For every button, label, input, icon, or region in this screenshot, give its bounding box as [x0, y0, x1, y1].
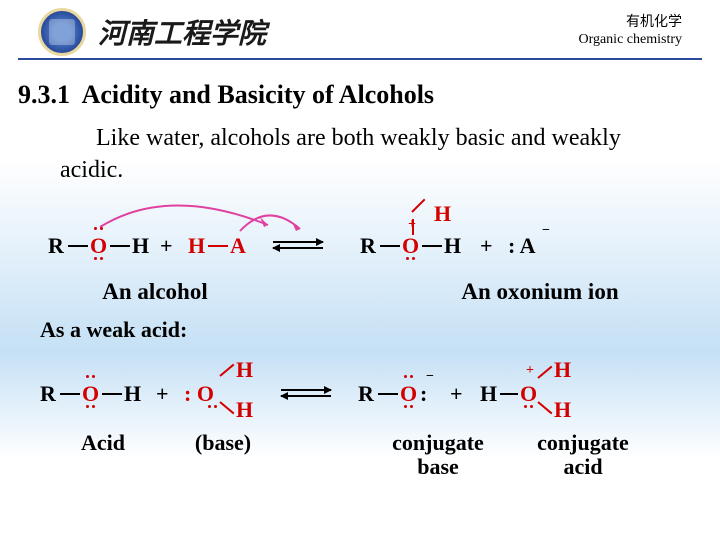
atom-H: H [124, 381, 141, 407]
section-number: 9.3.1 [18, 80, 70, 109]
water-O: : O [184, 381, 214, 407]
lone-pair [86, 375, 96, 380]
bond [208, 245, 228, 247]
plus-sign: + [450, 381, 463, 407]
atom-R: R [358, 381, 374, 407]
label-acid: Acid [48, 431, 158, 455]
bond [537, 401, 552, 414]
body-text: Like water, alcohols are both weakly bas… [0, 122, 720, 203]
atom-H: H [554, 397, 571, 423]
atom-H: H [132, 233, 149, 259]
label-oxonium: An oxonium ion [410, 279, 670, 305]
diagram1-labels: An alcohol An oxonium ion [0, 275, 720, 313]
slide-header: 河南工程学院 有机化学 Organic chemistry [18, 0, 702, 60]
equilibrium-arrows [268, 235, 328, 255]
atom-O: O [520, 381, 537, 407]
subheading: As a weak acid: [0, 313, 720, 347]
atom-H: H [554, 357, 571, 383]
bond [422, 245, 442, 247]
reaction-diagram-2: R O H + : O H H R O : − + H O + H H [40, 347, 680, 425]
atom-R: R [360, 233, 376, 259]
charge-plus: + [526, 363, 534, 379]
lone-pair [404, 405, 414, 410]
bond [380, 245, 400, 247]
label-conjugate-acid: conjugateacid [508, 431, 658, 479]
equilibrium-arrows [276, 383, 336, 403]
charge-minus: − [426, 369, 434, 385]
atom-O: O [90, 233, 107, 259]
conj-base-A: : A [508, 233, 536, 259]
bond [537, 365, 552, 378]
bond [500, 393, 518, 395]
section-title: 9.3.1 Acidity and Basicity of Alcohols [0, 60, 720, 122]
plus-sign: + [480, 233, 493, 259]
label-base: (base) [158, 431, 288, 455]
course-name-cn: 有机化学 [578, 15, 682, 32]
lone-pair [94, 257, 104, 262]
section-heading: Acidity and Basicity of Alcohols [82, 80, 434, 109]
plus-sign: + [160, 233, 173, 259]
lone-pair [404, 375, 414, 380]
electron-arrow-2 [230, 207, 310, 235]
bond [60, 393, 80, 395]
lone-pair [406, 257, 416, 262]
atom-H: H [434, 201, 451, 227]
atom-R: R [48, 233, 64, 259]
lone-pair [208, 405, 218, 410]
bond [102, 393, 122, 395]
atom-O: O [402, 233, 419, 259]
lone-pair [524, 405, 534, 410]
lone-pair [86, 405, 96, 410]
atom-H: H [480, 381, 497, 407]
atom-H: H [236, 357, 253, 383]
university-logo [38, 8, 86, 56]
bond [378, 393, 398, 395]
university-name: 河南工程学院 [98, 12, 578, 52]
course-label: 有机化学 Organic chemistry [578, 15, 682, 49]
bond [68, 245, 88, 247]
atom-H: H [236, 397, 253, 423]
course-name-en: Organic chemistry [578, 32, 682, 49]
atom-O: O [400, 381, 417, 407]
lone-pair [94, 227, 104, 232]
atom-H: H [444, 233, 461, 259]
atom-R: R [40, 381, 56, 407]
charge-minus: − [542, 223, 550, 239]
bond [219, 363, 234, 376]
atom-A: A [230, 233, 246, 259]
bond [412, 219, 414, 235]
atom-O: O [82, 381, 99, 407]
atom-H: H [188, 233, 205, 259]
bond [110, 245, 130, 247]
diagram2-labels: Acid (base) conjugatebase conjugateacid [0, 425, 720, 479]
reaction-diagram-1: R O H + H A R O + H H + : A − [40, 203, 680, 275]
label-alcohol: An alcohol [50, 279, 260, 305]
bond [219, 401, 234, 414]
plus-sign: + [156, 381, 169, 407]
label-conjugate-base: conjugatebase [368, 431, 508, 479]
